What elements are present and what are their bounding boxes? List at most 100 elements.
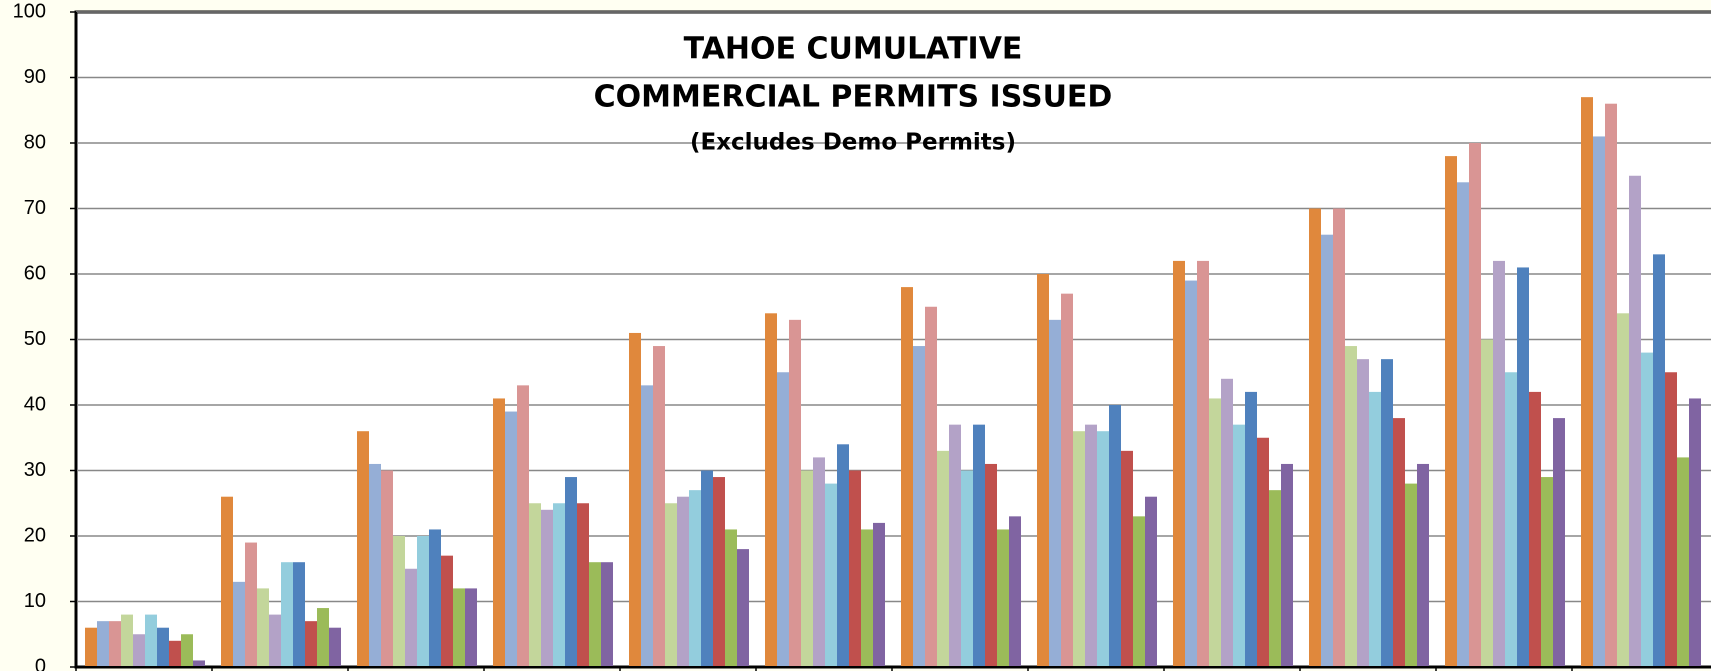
bar [1121,450,1133,667]
bar [1037,274,1049,667]
bar [777,372,789,667]
bar [329,627,341,667]
bar [429,529,441,667]
bar [97,621,109,667]
y-tick-label: 90 [24,66,46,88]
bar [713,477,725,667]
bar [1197,260,1209,667]
bar [169,640,181,667]
bar [1221,378,1233,667]
bar [233,581,245,667]
y-tick-label: 70 [24,197,46,219]
bar [825,483,837,667]
bar [1541,477,1553,667]
bar [1517,267,1529,667]
y-tick-label: 20 [24,524,46,546]
y-tick-label: 40 [24,393,46,415]
bar [577,503,589,667]
bar [541,509,553,667]
chart-title: COMMERCIAL PERMITS ISSUED [594,80,1113,115]
chart-title: TAHOE CUMULATIVE [684,32,1023,67]
bar [725,529,737,667]
bar [629,332,641,667]
bar [765,313,777,667]
y-tick-label: 80 [24,131,46,153]
bar [529,503,541,667]
bar [1593,136,1605,667]
bar [1173,260,1185,667]
bar [1073,431,1085,667]
bar [1493,260,1505,667]
bar [257,588,269,667]
bar [837,444,849,667]
bar [85,627,97,667]
bar [653,346,665,667]
bar [1369,391,1381,667]
bar [369,463,381,667]
bar [121,614,133,667]
bar [1689,398,1701,667]
bar [221,496,233,667]
bar [901,287,913,667]
bar [1321,234,1333,667]
bar [417,536,429,667]
bar [1677,457,1689,667]
bar [305,621,317,667]
bar [937,450,949,667]
bar [1553,418,1565,667]
bar [641,385,653,667]
bar [505,411,517,667]
y-tick-label: 50 [24,328,46,350]
bar [913,346,925,667]
bar [553,503,565,667]
bar [973,424,985,667]
bar [1417,463,1429,667]
bar [441,555,453,667]
bar [1357,359,1369,667]
bar [589,562,601,667]
bar [157,627,169,667]
bar [293,562,305,667]
bar [1145,496,1157,667]
bar [1641,352,1653,667]
chart-subtitle: (Excludes Demo Permits) [690,130,1016,156]
bar [357,431,369,667]
bar [1061,293,1073,667]
bar [1529,391,1541,667]
bar [801,470,813,667]
bar [997,529,1009,667]
bar [1133,516,1145,667]
bar [281,562,293,667]
bar [873,522,885,667]
y-tick-label: 100 [13,0,46,22]
bar [1505,372,1517,667]
bar [453,588,465,667]
bar [1393,418,1405,667]
bar [1049,319,1061,667]
bar [1381,359,1393,667]
bar [109,621,121,667]
bar [1617,313,1629,667]
bar [985,463,997,667]
bar [665,503,677,667]
bar [701,470,713,667]
bar [517,385,529,667]
bar [861,529,873,667]
bar [1269,490,1281,667]
bar [393,536,405,667]
bar [1281,463,1293,667]
bar [1097,431,1109,667]
bar [565,477,577,667]
bar [1109,405,1121,667]
y-tick-label: 60 [24,262,46,284]
bar [1405,483,1417,667]
bar [1605,103,1617,667]
bar [465,588,477,667]
bar [145,614,157,667]
bar [1209,398,1221,667]
bar [1445,156,1457,667]
bar [601,562,613,667]
bar [1581,97,1593,667]
bar [381,470,393,667]
